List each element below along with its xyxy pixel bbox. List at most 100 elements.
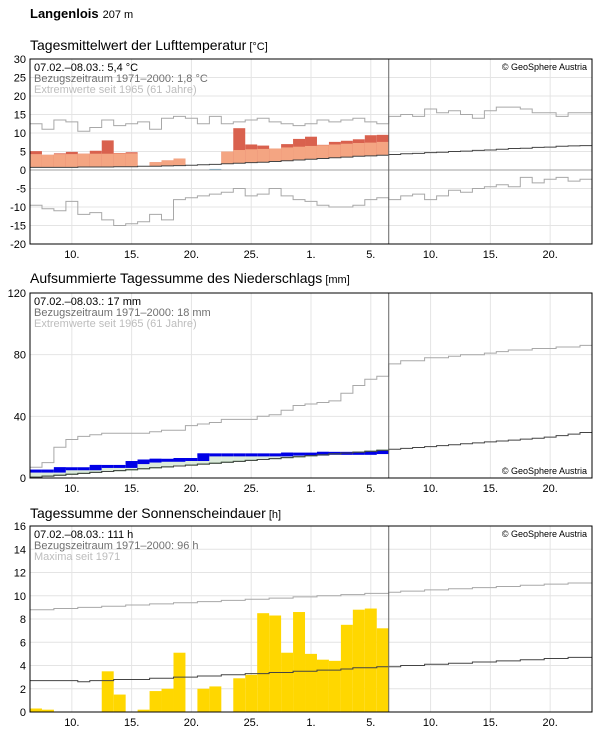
precipitation-fill: [30, 471, 42, 478]
temperature-bar: [376, 141, 389, 156]
temperature-frame: [29, 58, 593, 245]
sunshine-bar: [305, 653, 317, 712]
info-extremes: Maxima seit 1971: [34, 551, 120, 563]
info-current: 07.02.–08.03.: 5,4 °C: [34, 62, 138, 74]
precipitation-fill: [77, 468, 90, 474]
temperature-x-axis: 10. 15. 20. 25. 1. 5. 10. 15. 20.: [64, 249, 558, 261]
temperature-bar: [340, 143, 353, 158]
x-tick-label: 15.: [124, 717, 139, 729]
temperature-title: Tagesmittelwert der Lufttemperatur [°C]: [30, 37, 268, 53]
precipitation-riser: [149, 458, 162, 463]
precipitation-fill: [185, 459, 198, 466]
precipitation-step: [269, 453, 282, 457]
temperature-title-text: Tagesmittelwert der Lufttemperatur: [30, 37, 247, 53]
precipitation-chart: 0 40 80 120 10. 15. 20. 25. 1. 5. 10. 15. 20. 07.02.–…: [8, 288, 593, 495]
temperature-normal-line: [30, 145, 592, 168]
y-tick-label: 16: [14, 521, 26, 533]
x-tick-label: 25.: [244, 483, 259, 495]
precipitation-fill: [209, 454, 222, 464]
precipitation-step: [161, 458, 174, 462]
sunshine-bar: [352, 609, 365, 712]
y-tick-label: -15: [10, 221, 26, 233]
sunshine-bar: [173, 652, 186, 712]
precipitation-fill: [149, 460, 162, 468]
precipitation-step: [209, 453, 222, 457]
sunshine-y-axis: 0 2 4 6 8 10 12 14 16: [14, 521, 26, 719]
temperature-max-line: [30, 106, 592, 132]
temperature-bar: [101, 153, 114, 168]
temperature-bar: [125, 153, 138, 167]
precipitation-riser: [316, 451, 329, 456]
y-tick-label: 0: [20, 165, 26, 177]
sunshine-bar: [233, 678, 246, 712]
temperature-bar: [161, 160, 174, 166]
station-name: Langenlois: [30, 6, 99, 21]
x-tick-label: 15.: [124, 249, 139, 261]
temperature-bar: [209, 168, 222, 170]
temperature-bar: [281, 147, 294, 161]
y-tick-label: 0: [20, 473, 26, 485]
precipitation-max-line: [30, 344, 592, 468]
sunshine-bar: [269, 615, 282, 712]
x-tick-label: 15.: [483, 717, 498, 729]
temperature-bar: [65, 154, 78, 168]
info-normal: Bezugszeitraum 1971–2000: 18 mm: [34, 307, 211, 319]
precipitation-fill: [137, 461, 150, 469]
x-tick-label: 10.: [64, 483, 79, 495]
sunshine-bar: [257, 613, 270, 712]
precipitation-step: [221, 453, 234, 457]
sunshine-bars: [30, 608, 389, 712]
sunshine-chart: 0 2 4 6 8 10 12 14 16 10. 15. 20. 25. 1. 5. 10. 15. 20. 07…: [14, 521, 593, 729]
precipitation-y-axis: 0 40 80 120: [8, 288, 26, 485]
temperature-bar: [233, 128, 246, 164]
precipitation-unit: [mm]: [325, 274, 350, 286]
temperature-bars: [30, 128, 389, 170]
info-normal: Bezugszeitraum 1971–2000: 1,8 °C: [34, 73, 208, 85]
temperature-bar: [113, 153, 126, 167]
y-tick-label: 15: [14, 110, 26, 122]
y-tick-label: 10: [14, 128, 26, 140]
precipitation-step: [352, 451, 365, 455]
copyright-label: © GeoSphere Austria: [502, 529, 587, 539]
sunshine-bar: [316, 659, 329, 712]
precipitation-fill: [257, 454, 270, 460]
x-tick-label: 20.: [184, 717, 199, 729]
x-tick-label: 15.: [483, 249, 498, 261]
station-header: Langenlois 207 m: [30, 6, 133, 21]
x-tick-label: 25.: [244, 249, 259, 261]
precipitation-step: [41, 469, 54, 473]
x-tick-label: 1.: [306, 483, 315, 495]
copyright-label: © GeoSphere Austria: [502, 62, 587, 72]
sunshine-bar: [209, 686, 222, 712]
precipitation-fill: [101, 466, 114, 472]
sunshine-bar: [376, 628, 389, 712]
precipitation-riser: [376, 450, 389, 455]
precipitation-riser: [364, 451, 377, 455]
precipitation-step: [77, 467, 90, 471]
y-tick-label: 25: [14, 73, 26, 85]
precipitation-riser: [197, 453, 210, 461]
precipitation-area: [30, 450, 389, 478]
precipitation-step: [328, 451, 341, 455]
temperature-bar: [293, 146, 306, 161]
x-tick-label: 15.: [483, 483, 498, 495]
sunshine-bar: [101, 671, 114, 712]
temperature-bar: [269, 148, 282, 162]
precipitation-fill: [245, 454, 258, 461]
y-tick-label: 5: [20, 147, 26, 159]
precipitation-fill: [221, 454, 234, 463]
temperature-bar: [173, 158, 186, 166]
temperature-bar: [30, 154, 42, 168]
sunshine-frame: [29, 525, 593, 713]
x-tick-label: 10.: [64, 717, 79, 729]
x-tick-label: 10.: [64, 249, 79, 261]
y-tick-label: 4: [20, 661, 26, 673]
precipitation-riser: [125, 461, 138, 468]
info-current: 07.02.–08.03.: 17 mm: [34, 296, 141, 308]
precipitation-riser: [173, 458, 186, 462]
temperature-bar: [41, 154, 54, 168]
temperature-y-axis: -20 -15 -10 -5 0 5 10 15 20 25 30: [10, 54, 26, 251]
precipitation-riser: [137, 459, 150, 465]
y-tick-label: -20: [10, 239, 26, 251]
